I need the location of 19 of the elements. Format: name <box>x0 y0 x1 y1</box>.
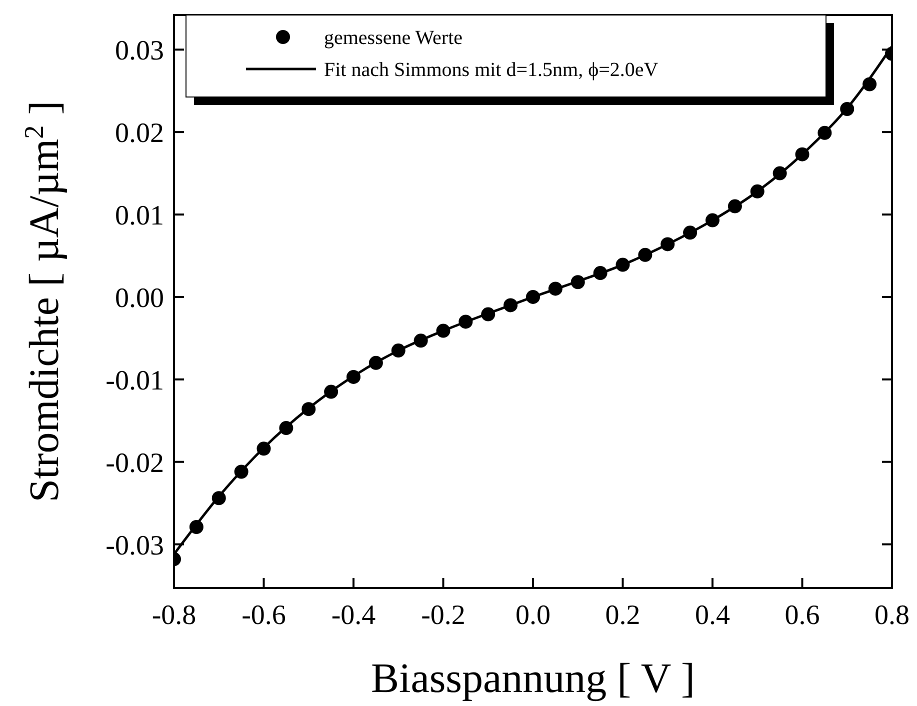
y-tick-label: -0.03 <box>106 530 164 562</box>
x-tick-label: -0.4 <box>331 600 376 631</box>
x-tick-label: 0.0 <box>516 600 550 631</box>
y-tick-label: -0.02 <box>106 448 164 479</box>
x-tick-label: 0.2 <box>605 600 640 631</box>
x-tick-label: 0.8 <box>874 600 910 631</box>
x-tick-label: -0.6 <box>242 600 286 631</box>
y-tick-label: -0.01 <box>106 365 164 396</box>
x-axis-title: Biasspannung [ V ] <box>371 656 695 702</box>
y-tick-label: 0.01 <box>115 200 164 232</box>
y-tick-label: 0.00 <box>115 282 164 314</box>
x-tick-label: 0.4 <box>695 600 730 631</box>
x-tick-label: 0.6 <box>784 600 820 631</box>
y-tick-label: 0.03 <box>115 36 164 67</box>
legend-label: gemessene Werte <box>324 27 463 49</box>
y-tick-label: 0.02 <box>115 118 164 150</box>
legend-label: Fit nach Simmons mit d=1.5nm, ϕ=2.0eV <box>324 59 659 81</box>
x-tick-label: -0.2 <box>421 600 466 631</box>
x-tick-label: -0.8 <box>152 600 196 631</box>
